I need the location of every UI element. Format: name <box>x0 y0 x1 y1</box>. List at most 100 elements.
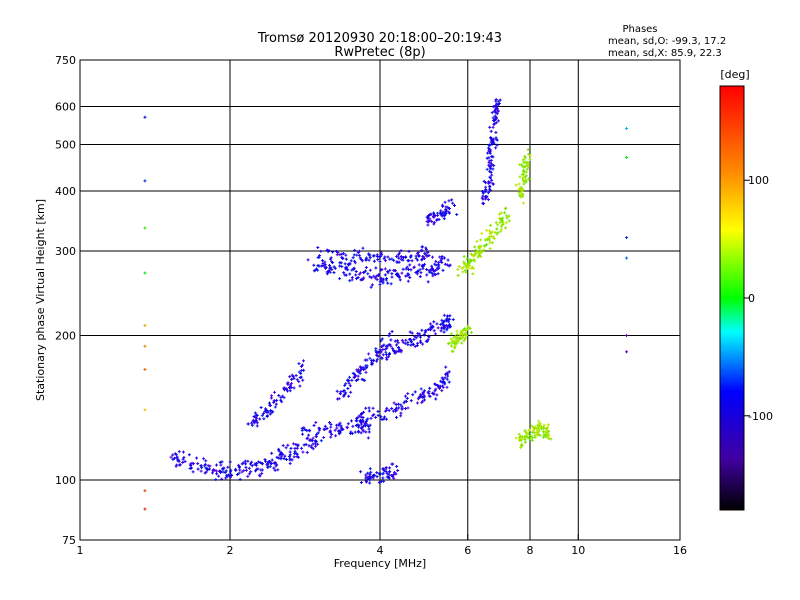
data-point <box>352 266 356 270</box>
data-point <box>299 375 303 379</box>
data-point <box>377 472 381 476</box>
data-point <box>417 263 421 267</box>
data-point <box>360 419 364 423</box>
data-point <box>399 249 403 253</box>
data-point <box>286 381 290 385</box>
data-point <box>219 469 223 473</box>
data-point <box>380 253 384 257</box>
data-point <box>500 219 504 223</box>
data-point <box>221 467 225 471</box>
data-point <box>486 191 490 195</box>
data-point <box>358 271 362 275</box>
data-point <box>288 386 292 390</box>
data-point <box>329 422 333 426</box>
data-point <box>420 400 424 404</box>
data-point <box>347 394 351 398</box>
data-point <box>496 223 500 227</box>
data-point <box>379 251 383 255</box>
data-point <box>319 264 323 268</box>
data-point <box>307 433 311 437</box>
data-point <box>255 424 259 428</box>
data-point <box>376 409 380 413</box>
data-point <box>489 170 493 174</box>
data-point <box>204 459 208 463</box>
data-point <box>517 182 521 186</box>
data-point <box>288 375 292 379</box>
data-point <box>366 471 370 475</box>
data-point <box>278 452 282 456</box>
data-point <box>360 377 364 381</box>
data-point <box>383 409 387 413</box>
data-point <box>521 158 525 162</box>
data-point <box>345 425 349 429</box>
data-point <box>344 267 348 271</box>
data-point <box>373 276 377 280</box>
data-point <box>432 272 436 276</box>
data-point <box>474 251 478 255</box>
data-point <box>143 115 147 119</box>
data-point <box>253 462 257 466</box>
data-point <box>346 268 350 272</box>
data-point <box>487 160 491 164</box>
data-point <box>446 318 450 322</box>
data-point <box>228 460 232 464</box>
data-point <box>364 370 368 374</box>
data-point <box>468 258 472 262</box>
data-point <box>424 246 428 250</box>
data-point <box>272 390 276 394</box>
data-point <box>371 476 375 480</box>
data-point <box>387 355 391 359</box>
data-point <box>350 378 354 382</box>
data-point <box>499 229 503 233</box>
data-point <box>479 245 483 249</box>
data-point <box>536 422 540 426</box>
data-point <box>291 442 295 446</box>
data-point <box>376 354 380 358</box>
data-point <box>397 275 401 279</box>
data-point <box>374 415 378 419</box>
data-point <box>397 260 401 264</box>
data-point <box>488 184 492 188</box>
data-point <box>387 408 391 412</box>
data-point <box>406 272 410 276</box>
data-point <box>491 235 495 239</box>
data-point <box>262 417 266 421</box>
data-point <box>368 275 372 279</box>
data-point <box>439 209 443 213</box>
data-point <box>625 334 629 338</box>
data-point <box>288 462 292 466</box>
data-point <box>288 453 292 457</box>
data-point <box>322 427 326 431</box>
data-point <box>286 443 290 447</box>
data-point <box>323 424 327 428</box>
data-point <box>424 329 428 333</box>
data-point <box>354 379 358 383</box>
data-point <box>211 468 215 472</box>
data-point <box>384 350 388 354</box>
data-point <box>300 428 304 432</box>
data-point <box>173 452 177 456</box>
data-point <box>459 337 463 341</box>
data-point <box>276 468 280 472</box>
colorbar-tick-label: 100 <box>748 174 769 187</box>
data-point <box>265 462 269 466</box>
data-point <box>171 457 175 461</box>
data-point <box>292 455 296 459</box>
data-point <box>395 464 399 468</box>
data-point <box>419 341 423 345</box>
data-point <box>462 254 466 258</box>
data-point <box>226 465 230 469</box>
data-point <box>466 266 470 270</box>
data-point <box>443 210 447 214</box>
data-point <box>545 428 549 432</box>
data-point <box>371 406 375 410</box>
data-point <box>442 256 446 260</box>
data-point <box>252 421 256 425</box>
data-point <box>354 273 358 277</box>
data-point <box>396 253 400 257</box>
data-point <box>289 383 293 387</box>
data-point <box>393 339 397 343</box>
data-point <box>282 396 286 400</box>
data-point <box>398 278 402 282</box>
data-point <box>143 489 147 493</box>
